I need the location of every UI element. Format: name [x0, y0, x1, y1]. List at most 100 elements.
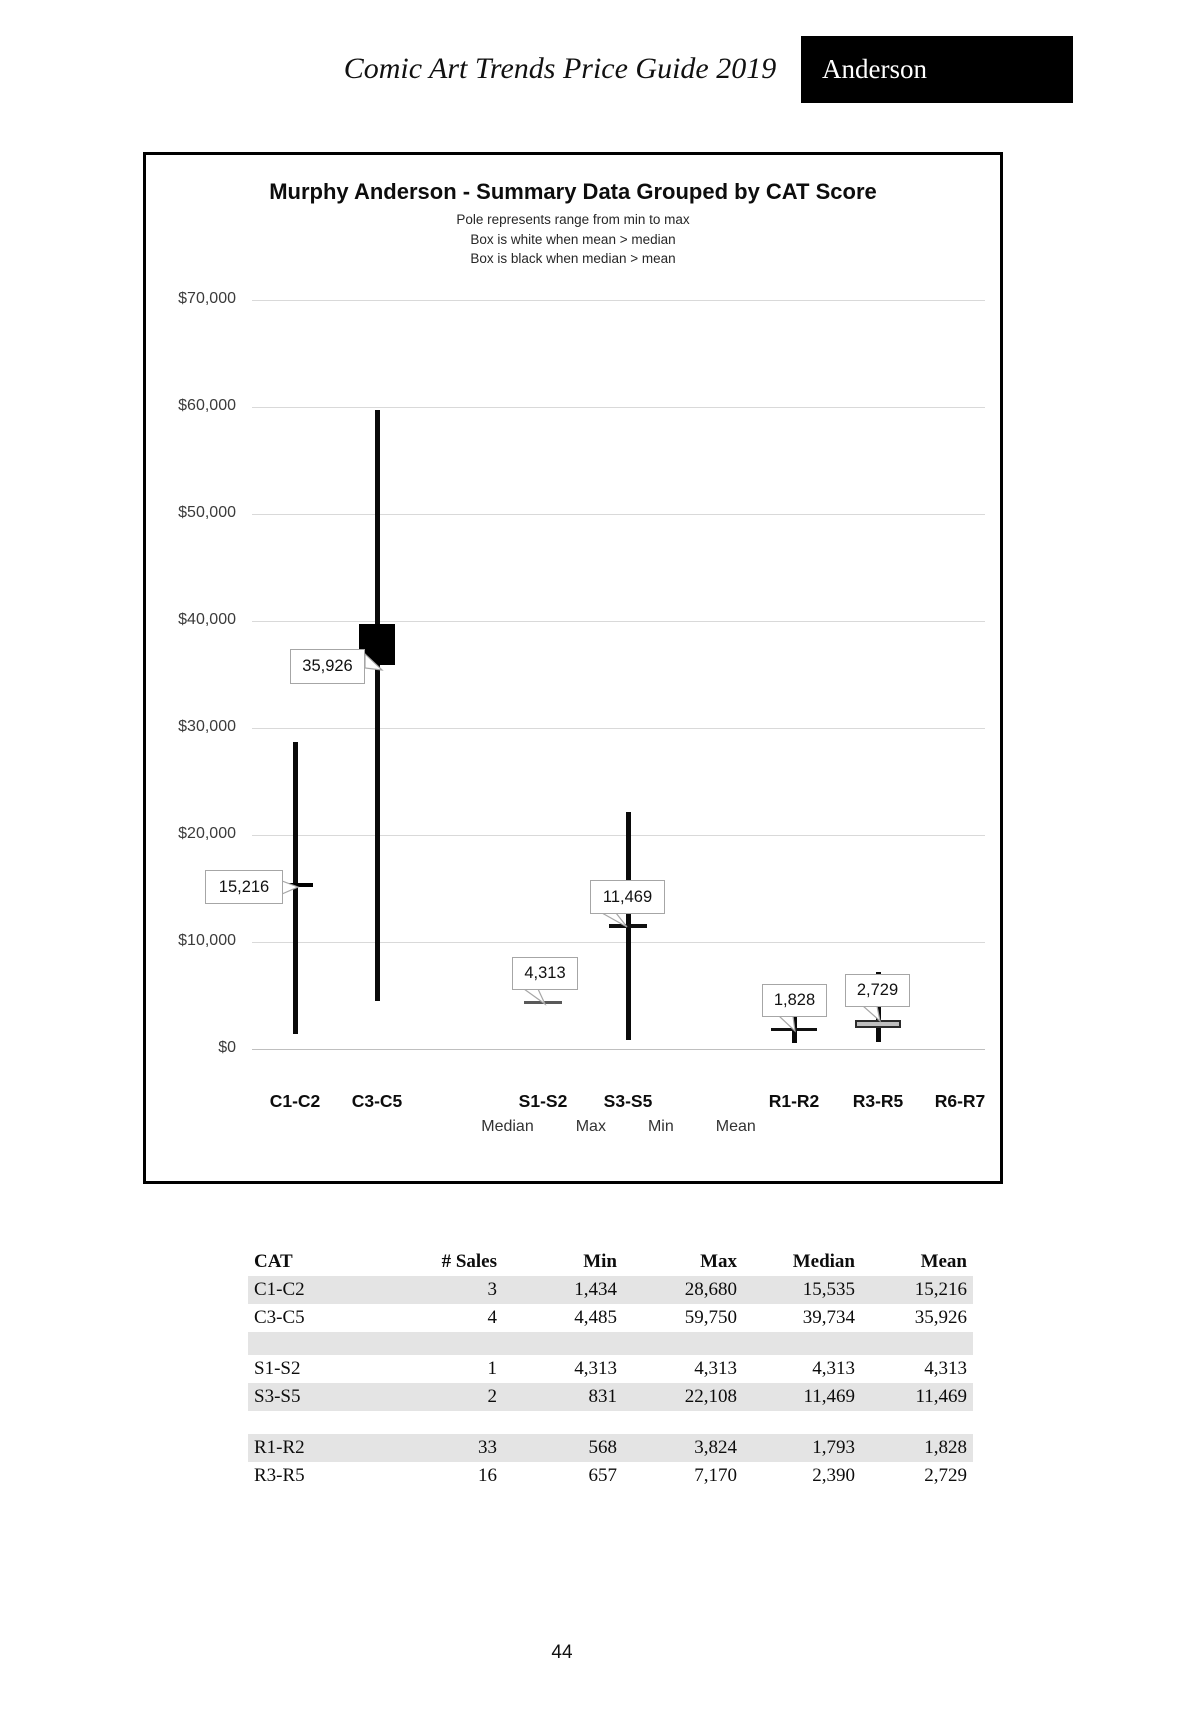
- table-cell: C3-C5: [254, 1307, 305, 1328]
- y-axis-label: $30,000: [178, 718, 236, 735]
- summary-table-body: C1-C2 3 1,434 28,680 15,535 15,216 C3-C5 4 4,485…: [248, 1276, 973, 1490]
- y-axis-label: $10,000: [178, 932, 236, 949]
- table-cell: [743, 1332, 861, 1355]
- table-cell: [623, 1332, 743, 1355]
- chart-subtitle-line: Box is black when median > mean: [470, 251, 676, 266]
- table-cell: S1-S2: [254, 1358, 301, 1379]
- tick-R1-R2: [771, 1027, 817, 1031]
- x-axis-label-R1-R2: R1-R2: [768, 1091, 820, 1111]
- table-cell: R1-R2: [254, 1437, 305, 1458]
- y-axis-label: $50,000: [178, 504, 236, 521]
- table-cell: 11,469: [915, 1386, 967, 1407]
- chart-area: Murphy Anderson - Summary Data Grouped b…: [146, 155, 1000, 1181]
- legend-item-median: Median: [481, 1118, 534, 1135]
- table-cell: 28,680: [684, 1279, 737, 1300]
- chart-title: Murphy Anderson - Summary Data Grouped b…: [269, 179, 877, 204]
- x-axis-label-S3-S5: S3-S5: [603, 1091, 653, 1111]
- section-tab: Anderson: [801, 36, 1073, 103]
- gridline-60000: [252, 407, 985, 408]
- gridline-50000: [252, 514, 985, 515]
- table-cell: [503, 1411, 623, 1434]
- pole-C3-C5: [374, 409, 380, 1001]
- table-cell: 568: [588, 1437, 618, 1458]
- table-spacer-row: [248, 1411, 973, 1434]
- table-cell: [398, 1332, 503, 1355]
- table-cell: 59,750: [684, 1307, 737, 1328]
- chart-frame: Murphy Anderson - Summary Data Grouped b…: [143, 152, 1003, 1184]
- table-cell: 11,469: [803, 1386, 855, 1407]
- table-cell: C1-C2: [254, 1279, 305, 1300]
- table-cell: 2,390: [812, 1465, 855, 1486]
- y-axis-label: $0: [218, 1039, 236, 1056]
- table-header-cell: CAT: [254, 1251, 293, 1272]
- table-row: C3-C5 4 4,485 59,750 39,734 35,926: [248, 1304, 973, 1332]
- y-axis-label: $60,000: [178, 397, 236, 414]
- box-R3-R5: [855, 1019, 901, 1028]
- table-cell: 1,828: [924, 1437, 967, 1458]
- gridline-30000: [252, 728, 985, 729]
- table-cell: 1,434: [574, 1279, 617, 1300]
- gridline-0: [252, 1049, 985, 1050]
- table-cell: 39,734: [802, 1307, 855, 1328]
- pole-C1-C2: [292, 742, 298, 1034]
- table-cell: 657: [588, 1465, 618, 1486]
- callout-R1-R2: 1,828: [762, 984, 827, 1017]
- table-row: C1-C2 3 1,434 28,680 15,535 15,216: [248, 1276, 973, 1304]
- table-cell: 3: [487, 1279, 498, 1300]
- callout-S3-S5: 11,469: [590, 880, 665, 914]
- chart-legend: Median Max Min Mean: [252, 1118, 985, 1136]
- table-header-cell: Max: [700, 1251, 737, 1272]
- table-cell: 4,313: [924, 1358, 967, 1379]
- x-axis-label-R3-R5: R3-R5: [852, 1091, 904, 1111]
- table-cell: 4,313: [812, 1358, 855, 1379]
- callout-S1-S2: 4,313: [512, 957, 578, 990]
- y-axis-label: $40,000: [178, 611, 236, 628]
- gridline-20000: [252, 835, 985, 836]
- x-axis-label-C1-C2: C1-C2: [269, 1091, 321, 1111]
- legend-item-max: Max: [575, 1118, 606, 1135]
- callout-C1-C2: 15,216: [205, 870, 283, 904]
- table-cell: 1,793: [812, 1437, 855, 1458]
- table-cell: S3-S5: [254, 1386, 301, 1407]
- table-cell: [248, 1411, 398, 1434]
- table-header-cell: # Sales: [441, 1251, 497, 1272]
- table-cell: [398, 1411, 503, 1434]
- table-cell: 15,535: [802, 1279, 855, 1300]
- x-axis-label-S1-S2: S1-S2: [518, 1091, 568, 1111]
- table-cell: 35,926: [914, 1307, 967, 1328]
- table-cell: [248, 1332, 398, 1355]
- table-cell: [743, 1411, 861, 1434]
- x-axis-label-C3-C5: C3-C5: [351, 1091, 403, 1111]
- table-cell: 1: [487, 1358, 498, 1379]
- gridline-40000: [252, 621, 985, 622]
- page-number: 44: [551, 1642, 573, 1663]
- tick-S1-S2: [524, 1001, 562, 1005]
- table-cell: 831: [588, 1386, 618, 1407]
- callout-C3-C5: 35,926: [290, 649, 365, 684]
- table-cell: [503, 1332, 623, 1355]
- x-axis-label-R6-R7: R6-R7: [934, 1091, 986, 1111]
- table-cell: 4,313: [574, 1358, 617, 1379]
- table-cell: 2,729: [924, 1465, 967, 1486]
- table-cell: 33: [478, 1437, 497, 1458]
- table-cell: 7,170: [694, 1465, 737, 1486]
- table-cell: 22,108: [684, 1386, 737, 1407]
- legend-item-min: Min: [647, 1118, 674, 1135]
- legend-item-mean: Mean: [715, 1118, 756, 1135]
- y-axis-label: $20,000: [178, 825, 236, 842]
- y-axis-label: $70,000: [178, 290, 236, 307]
- gridline-70000: [252, 300, 985, 301]
- table-row: S1-S2 1 4,313 4,313 4,313 4,313: [248, 1355, 973, 1383]
- summary-table: CAT # Sales Min Max Median Mean C1-C2 3 1,434 28…: [248, 1248, 973, 1490]
- gridline-10000: [252, 942, 985, 943]
- summary-table-head: CAT # Sales Min Max Median Mean: [248, 1248, 973, 1276]
- chart-subtitle-line: Pole represents range from min to max: [456, 212, 690, 227]
- page-header-title: Comic Art Trends Price Guide 2019: [343, 52, 777, 85]
- table-header-cell: Min: [583, 1251, 617, 1272]
- table-spacer-row: [248, 1332, 973, 1355]
- table-row: S3-S5 2 831 22,108 11,469 11,469: [248, 1383, 973, 1411]
- callout-R3-R5: 2,729: [845, 974, 910, 1007]
- table-cell: 15,216: [914, 1279, 967, 1300]
- table-cell: R3-R5: [254, 1465, 305, 1486]
